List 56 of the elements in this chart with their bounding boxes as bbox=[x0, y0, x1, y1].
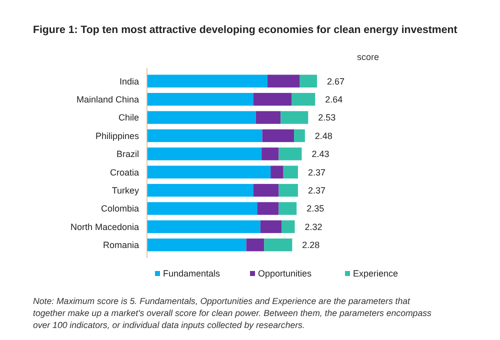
bar bbox=[147, 202, 258, 215]
bar bbox=[292, 92, 316, 106]
bar bbox=[147, 92, 254, 106]
bar bbox=[278, 202, 297, 215]
bar bbox=[267, 74, 300, 88]
text: 2.53 bbox=[318, 112, 336, 123]
bar bbox=[278, 184, 298, 197]
y-tick-label: Turkey bbox=[112, 185, 140, 196]
bar bbox=[264, 238, 292, 252]
y-tick-label: Colombia bbox=[100, 204, 139, 214]
bar bbox=[147, 129, 262, 142]
legend-label: Experience bbox=[353, 268, 398, 278]
y-tick-label: Philippines bbox=[95, 130, 140, 141]
annotation: 2.43 bbox=[312, 149, 330, 160]
bar bbox=[294, 129, 305, 142]
bar bbox=[147, 220, 260, 234]
y-tick-label: India bbox=[119, 76, 139, 86]
bar bbox=[281, 220, 295, 234]
y-tick-label: Brazil bbox=[116, 149, 139, 160]
bar bbox=[262, 129, 294, 142]
bar bbox=[300, 74, 317, 88]
annotation: 2.48 bbox=[314, 130, 332, 141]
annotation: 2.35 bbox=[306, 204, 324, 214]
bar bbox=[246, 238, 264, 252]
bar bbox=[147, 74, 268, 88]
annotation: 2.32 bbox=[304, 222, 322, 232]
bar bbox=[270, 166, 284, 178]
bar bbox=[147, 111, 256, 124]
y-tick-label: Croatia bbox=[110, 167, 139, 178]
text: Note: Maximum score is 5. Fundamentals, Opportunities and Experience are the parameters that together make up a market's overall score for clean power. Between them, the parameters encompass over 100 indicators, or individual data inputs collected by researchers. bbox=[33, 296, 432, 330]
bar bbox=[147, 148, 262, 160]
bar bbox=[147, 184, 254, 197]
bar bbox=[260, 220, 282, 234]
bar bbox=[147, 166, 271, 178]
annotation: 2.37 bbox=[308, 167, 326, 178]
text: score bbox=[356, 52, 380, 62]
bar bbox=[280, 111, 308, 124]
bar bbox=[253, 92, 292, 106]
y-tick-label: Chile bbox=[118, 112, 139, 123]
bar bbox=[147, 238, 246, 252]
y-tick-label: Mainland China bbox=[76, 94, 139, 104]
legend-label: Opportunities bbox=[258, 268, 312, 278]
bar bbox=[253, 184, 279, 197]
chart-title: Figure 1: Top ten most attractive developing economies for clean energy investment bbox=[33, 24, 458, 36]
y-tick-label: North Macedonia bbox=[70, 222, 139, 232]
bar bbox=[256, 111, 281, 124]
y-tick-label: Romania bbox=[102, 240, 139, 250]
bar bbox=[278, 148, 302, 160]
bar bbox=[283, 166, 298, 178]
text: 2.64 bbox=[325, 94, 343, 104]
legend-label: Fundamentals bbox=[163, 268, 221, 278]
bar bbox=[262, 148, 279, 160]
annotation: 2.28 bbox=[302, 240, 320, 250]
annotation: 2.37 bbox=[308, 185, 326, 196]
text: 2.67 bbox=[327, 76, 345, 86]
bar bbox=[257, 202, 279, 215]
